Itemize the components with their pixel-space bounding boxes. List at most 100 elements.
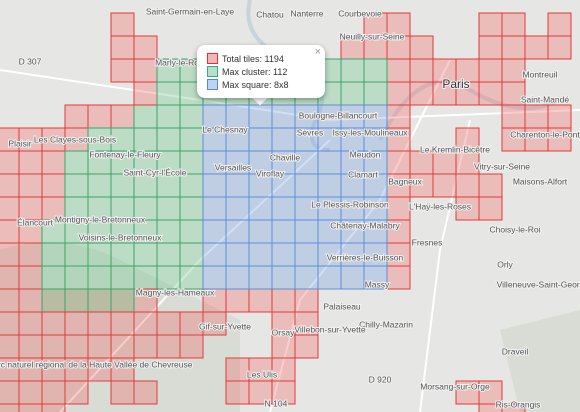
tile [294, 334, 319, 359]
tile [0, 288, 20, 313]
place-label: Versailles [215, 162, 251, 172]
tile [432, 150, 457, 175]
tile [478, 173, 503, 198]
tile [0, 265, 20, 290]
tile [478, 58, 503, 83]
max-square: Max square: 8x8 [222, 79, 289, 90]
place-label: Maisons-Alfort [513, 176, 568, 186]
place-label: Le Kremlin-Bicêtre [420, 144, 490, 154]
tile [248, 127, 273, 152]
tiles [0, 12, 572, 412]
tile [18, 380, 43, 405]
tile [133, 81, 158, 106]
tile [409, 150, 434, 175]
tile [179, 173, 204, 198]
tile [248, 196, 273, 221]
tile [18, 288, 43, 313]
tile [179, 104, 204, 129]
tile [133, 58, 158, 83]
place-label: Meudon [350, 149, 381, 159]
tile [386, 265, 411, 290]
tile [202, 242, 227, 267]
tile [225, 357, 250, 382]
tile [202, 265, 227, 290]
tile [133, 173, 158, 198]
place-label: D 307 [19, 56, 42, 66]
place-label: Verrières-le-Buisson [327, 252, 404, 262]
tile [179, 334, 204, 359]
tile [0, 150, 20, 175]
tile [110, 265, 135, 290]
tile [87, 311, 112, 336]
tile [156, 196, 181, 221]
tile [202, 311, 227, 336]
tile [202, 219, 227, 244]
place-label: Neuilly-sur-Seine [340, 31, 405, 41]
place-label: Le Chesnay [202, 124, 248, 134]
place-label: Gif-sur-Yvette [199, 321, 251, 331]
swatch-blue [207, 79, 218, 90]
tile [271, 219, 296, 244]
tile [340, 265, 365, 290]
tile [64, 288, 89, 313]
popup-close[interactable]: × [314, 46, 321, 58]
tile [248, 242, 273, 267]
tile [133, 242, 158, 267]
tile [0, 403, 20, 412]
tile [271, 196, 296, 221]
place-label: Sèvres [297, 127, 323, 137]
place-label: Voisins-le-Bretonneux [79, 232, 162, 242]
tile [64, 173, 89, 198]
place-label: Parc naturel régional de la Haute Vallée… [0, 359, 193, 369]
tile [294, 242, 319, 267]
tile [317, 173, 342, 198]
place-label: Montigny-le-Bretonneux [55, 214, 146, 224]
tile [225, 219, 250, 244]
place-label: Plaisir [8, 138, 31, 148]
tile [271, 380, 296, 405]
tile [225, 380, 250, 405]
tile [225, 288, 250, 313]
tile [294, 265, 319, 290]
place-label: Villebon-sur-Yvette [294, 324, 365, 334]
tile [0, 242, 20, 267]
tile [363, 265, 388, 290]
tile [0, 334, 20, 359]
tile [501, 12, 526, 37]
place-label: Courbevoie [338, 8, 382, 18]
tile [271, 104, 296, 129]
place-label: Les Ulis [247, 369, 277, 379]
place-label: Bagneux [388, 176, 422, 186]
tile [41, 403, 66, 412]
place-label: Le Plessis-Robinson [311, 199, 389, 209]
popup-row: Max cluster: 112 [207, 65, 325, 78]
tile [225, 196, 250, 221]
tile [547, 12, 572, 37]
tile [248, 288, 273, 313]
tile [133, 311, 158, 336]
tile [363, 81, 388, 106]
tile [110, 242, 135, 267]
tile [156, 265, 181, 290]
tile [478, 196, 503, 221]
place-labels: Saint-Germain-en-Laye Chatou Nanterre Courb… [0, 5, 580, 410]
tile [409, 35, 434, 60]
tile [179, 265, 204, 290]
tile [41, 173, 66, 198]
tile [271, 334, 296, 359]
tile [87, 242, 112, 267]
tile [110, 12, 135, 37]
tile [64, 242, 89, 267]
tile [41, 380, 66, 405]
place-label: Marly-le-Roi [155, 57, 201, 67]
swatch-red [207, 53, 218, 64]
tile [64, 104, 89, 129]
place-label: Chilly-Mazarin [359, 319, 413, 329]
tile [409, 58, 434, 83]
tile [87, 288, 112, 313]
tile [547, 35, 572, 60]
tile [501, 35, 526, 60]
tile [501, 403, 526, 412]
tile [340, 58, 365, 83]
